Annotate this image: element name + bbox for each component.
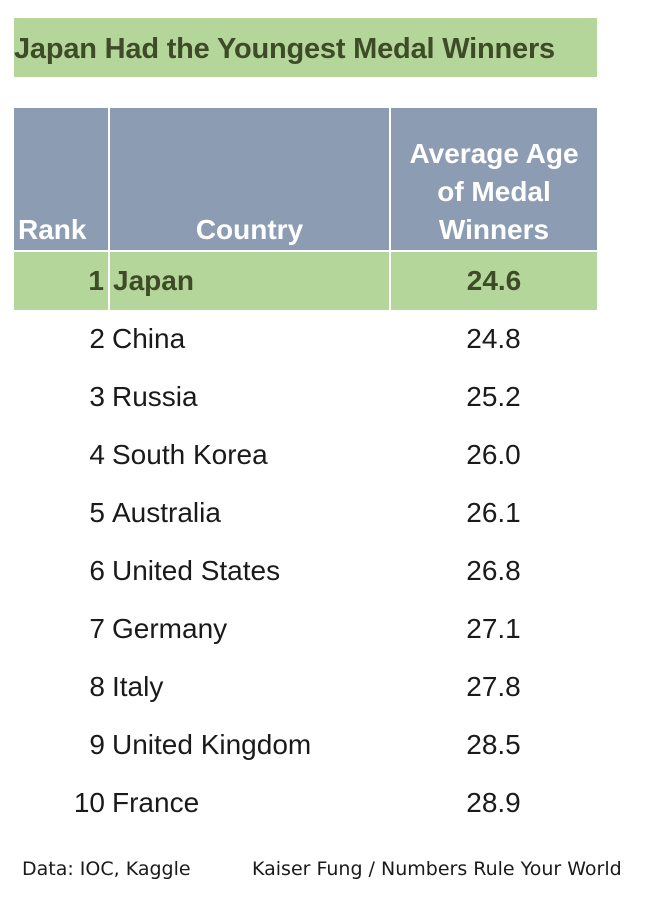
age-cell: 28.9 xyxy=(466,787,521,818)
medal-age-table: Rank Country Average Age of Medal Winner… xyxy=(14,108,597,832)
header-average-age: Average Age of Medal Winners xyxy=(390,108,597,252)
rank-cell: 8 xyxy=(89,671,105,702)
rank-cell: 5 xyxy=(89,497,105,528)
table-row: 4 South Korea 26.0 xyxy=(14,426,597,484)
rank-cell: 10 xyxy=(73,787,105,818)
country-cell: France xyxy=(112,787,200,818)
header-age-line-2: of Medal xyxy=(437,176,551,207)
table-row: 6 United States 26.8 xyxy=(14,542,597,600)
age-cell: 24.8 xyxy=(466,323,521,354)
header-country: Country xyxy=(109,108,391,252)
table-row: 8 Italy 27.8 xyxy=(14,658,597,716)
country-cell: Italy xyxy=(112,671,164,702)
age-cell: 26.8 xyxy=(466,555,521,586)
country-cell: Japan xyxy=(109,251,391,310)
header-age-line-1: Average Age xyxy=(409,138,579,169)
rank-cell: 4 xyxy=(89,439,105,470)
country-cell: United States xyxy=(112,555,281,586)
credit-note: Kaiser Fung / Numbers Rule Your World xyxy=(252,858,622,880)
country-cell: South Korea xyxy=(112,439,268,470)
age-cell: 25.2 xyxy=(466,381,521,412)
age-cell: 26.0 xyxy=(466,439,521,470)
header-row: Rank Country Average Age of Medal Winner… xyxy=(14,108,597,252)
table-row: 1 Japan 24.6 xyxy=(14,251,597,310)
rank-cell: 2 xyxy=(89,323,105,354)
country-cell: Russia xyxy=(112,381,198,412)
table-row: 7 Germany 27.1 xyxy=(14,600,597,658)
table-row: 2 China 24.8 xyxy=(14,310,597,368)
age-cell: 27.1 xyxy=(466,613,521,644)
rank-cell: 7 xyxy=(89,613,105,644)
rank-cell: 9 xyxy=(89,729,105,760)
rank-cell: 1 xyxy=(14,251,110,310)
rank-cell: 6 xyxy=(89,555,105,586)
country-cell: Germany xyxy=(112,613,228,644)
table-row: 10 France 28.9 xyxy=(14,774,597,832)
age-cell: 24.6 xyxy=(390,251,597,310)
table-row: 5 Australia 26.1 xyxy=(14,484,597,542)
country-cell: Australia xyxy=(112,497,221,528)
age-cell: 26.1 xyxy=(466,497,521,528)
title-banner: Japan Had the Youngest Medal Winners xyxy=(14,18,597,77)
table-body: 1 Japan 24.6 2 China 24.8 3 Russia 25.2 4 South Ko… xyxy=(14,251,597,832)
age-cell: 28.5 xyxy=(466,729,521,760)
header-age-line-3: Winners xyxy=(438,214,550,245)
country-cell: China xyxy=(112,323,186,354)
page-title: Japan Had the Youngest Medal Winners xyxy=(14,33,555,65)
country-cell: United Kingdom xyxy=(112,729,312,760)
header-rank: Rank xyxy=(14,108,110,252)
source-note: Data: IOC, Kaggle xyxy=(22,858,191,880)
age-cell: 27.8 xyxy=(466,671,521,702)
rank-cell: 3 xyxy=(89,381,105,412)
table-row: 3 Russia 25.2 xyxy=(14,368,597,426)
table-row: 9 United Kingdom 28.5 xyxy=(14,716,597,774)
